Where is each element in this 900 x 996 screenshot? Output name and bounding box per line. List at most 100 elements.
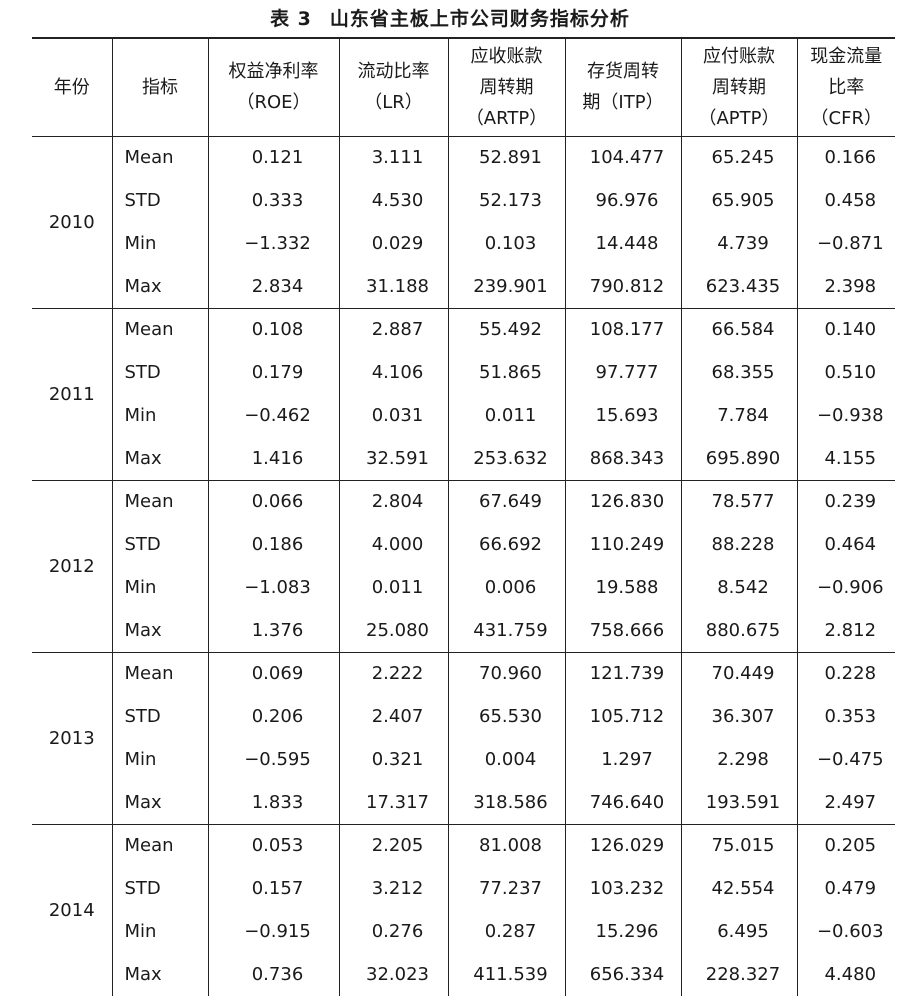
value-cell: 1.376 xyxy=(208,609,340,652)
value-cell: 431.759 xyxy=(448,609,566,652)
value-cell: 68.355 xyxy=(681,351,798,394)
value-cell: 4.739 xyxy=(681,222,798,265)
value-cell: 0.510 xyxy=(824,362,877,383)
value-cell: 0.333 xyxy=(208,179,340,222)
stat-cell: Mean xyxy=(112,307,209,351)
value-cell: 2.298 xyxy=(681,738,798,781)
column-header-line: 现金流量 xyxy=(810,45,883,67)
value-cell: 25.080 xyxy=(339,609,449,652)
table-row: 2011 Mean 0.108 2.887 55.492 108.177 66.584 0.1… xyxy=(32,307,895,480)
value-cell: 52.173 xyxy=(448,179,566,222)
value-cell: 1.833 xyxy=(208,781,340,824)
stat-cell: Mean xyxy=(112,823,209,867)
value-cell: 70.449 xyxy=(681,651,798,695)
value-cell: 97.777 xyxy=(565,351,682,394)
value-cell: 0.458 xyxy=(824,190,877,211)
table-row: 2013 Mean 0.069 2.222 70.960 121.739 70.449 0.2… xyxy=(32,651,895,824)
value-cell: 65.905 xyxy=(681,179,798,222)
value-cell: 66.692 xyxy=(448,523,566,566)
table-number: 表 3 xyxy=(270,8,312,30)
stat-cell: Max xyxy=(112,265,209,308)
stat-cell: STD xyxy=(112,351,209,394)
value-cell: 0.287 xyxy=(448,910,566,953)
value-cell: 14.448 xyxy=(565,222,682,265)
stat-cell: Min xyxy=(112,222,209,265)
value-cell: 0.004 xyxy=(448,738,566,781)
stat-cell: Max xyxy=(112,437,209,480)
table-row: Max 1.833 17.317 318.586 746.640 193.591 2.497 xyxy=(32,781,895,824)
value-cell: 15.693 xyxy=(565,394,682,437)
value-cell: 3.111 xyxy=(339,136,449,179)
column-header-line: 指标 xyxy=(142,76,178,98)
value-cell: 253.632 xyxy=(448,437,566,480)
value-cell: 67.649 xyxy=(448,479,566,523)
column-header: 指标 xyxy=(112,37,209,137)
stat-cell: Mean xyxy=(112,136,209,179)
value-cell: 2.812 xyxy=(824,619,877,641)
year-cell: 2014 xyxy=(32,823,113,996)
value-cell: 42.554 xyxy=(681,867,798,910)
value-cell: 746.640 xyxy=(565,781,682,824)
value-cell: 2.834 xyxy=(208,265,340,308)
value-cell: 15.296 xyxy=(565,910,682,953)
column-header: 流动比率 （LR） xyxy=(339,37,449,137)
value-cell: 0.121 xyxy=(208,136,340,179)
table-row: STD 0.157 3.212 77.237 103.232 42.554 0.479 xyxy=(32,867,895,910)
value-cell: 0.066 xyxy=(208,479,340,523)
value-cell: 70.960 xyxy=(448,651,566,695)
value-cell: 0.011 xyxy=(448,394,566,437)
value-cell: 0.228 xyxy=(797,651,895,695)
table-row: STD 0.206 2.407 65.530 105.712 36.307 0.353 xyxy=(32,695,895,738)
value-cell: 0.103 xyxy=(448,222,566,265)
column-header-line: （ARTP） xyxy=(465,107,548,129)
value-cell: 1.297 xyxy=(565,738,682,781)
table-row: Min −1.083 0.011 0.006 19.588 8.542 −0.906 xyxy=(32,566,895,609)
column-header: 权益净利率 （ROE） xyxy=(208,37,340,137)
table-row: Min −0.462 0.031 0.011 15.693 7.784 −0.938 xyxy=(32,394,895,437)
year-cell: 2011 xyxy=(32,307,113,480)
value-cell: 0.179 xyxy=(208,351,340,394)
stat-cell: Mean xyxy=(112,651,209,695)
value-cell: 0.157 xyxy=(208,867,340,910)
stat-cell: Max xyxy=(112,781,209,824)
value-cell: −0.938 xyxy=(816,405,884,426)
column-header: 年份 xyxy=(32,37,113,137)
value-cell: 6.495 xyxy=(681,910,798,953)
table-row: STD 0.179 4.106 51.865 97.777 68.355 0.510 xyxy=(32,351,895,394)
value-cell: 0.479 xyxy=(824,878,877,899)
value-cell: 0.011 xyxy=(339,566,449,609)
value-cell: 126.830 xyxy=(565,479,682,523)
table-title: 表 3 山东省主板上市公司财务指标分析 xyxy=(0,4,900,31)
value-cell: 31.188 xyxy=(339,265,449,308)
value-cell: 2.398 xyxy=(824,275,877,297)
column-header: 应收账款 周转期 （ARTP） xyxy=(448,37,566,137)
value-cell: 868.343 xyxy=(565,437,682,480)
column-header-line: 存货周转 xyxy=(587,61,659,83)
value-cell: 0.108 xyxy=(208,307,340,351)
value-cell: 78.577 xyxy=(681,479,798,523)
column-header-line: 流动比率 xyxy=(357,61,430,83)
value-cell: 19.588 xyxy=(565,566,682,609)
table-row: Max 1.416 32.591 253.632 868.343 695.890 4.155 xyxy=(32,437,895,480)
column-header: 存货周转期（ITP） xyxy=(565,37,682,137)
table-row: Min −0.595 0.321 0.004 1.297 2.298 −0.475 xyxy=(32,738,895,781)
table-body: 2010 Mean 0.121 3.111 52.891 104.477 65.245 0.1… xyxy=(32,136,895,996)
column-header-line: 期（ITP） xyxy=(582,92,664,114)
table-row: 2012 Mean 0.066 2.804 67.649 126.830 78.577 0.2… xyxy=(32,479,895,652)
value-cell: 4.106 xyxy=(339,351,449,394)
column-header-line: 年份 xyxy=(53,76,90,98)
value-cell: −0.915 xyxy=(208,910,340,953)
stat-cell: STD xyxy=(112,523,209,566)
stat-cell: Min xyxy=(112,738,209,781)
value-cell: 108.177 xyxy=(565,307,682,351)
value-cell: 0.206 xyxy=(208,695,340,738)
column-header-line: 应付账款 xyxy=(703,45,775,67)
value-cell: 880.675 xyxy=(681,609,798,652)
value-cell: 790.812 xyxy=(565,265,682,308)
column-header-line: 周转期 xyxy=(712,76,766,98)
value-cell: 193.591 xyxy=(681,781,798,824)
stat-cell: Max xyxy=(112,609,209,652)
table-row: Min −1.332 0.029 0.103 14.448 4.739 −0.871 xyxy=(32,222,895,265)
column-header-line: （APTP） xyxy=(698,107,780,129)
value-cell: 17.317 xyxy=(339,781,449,824)
